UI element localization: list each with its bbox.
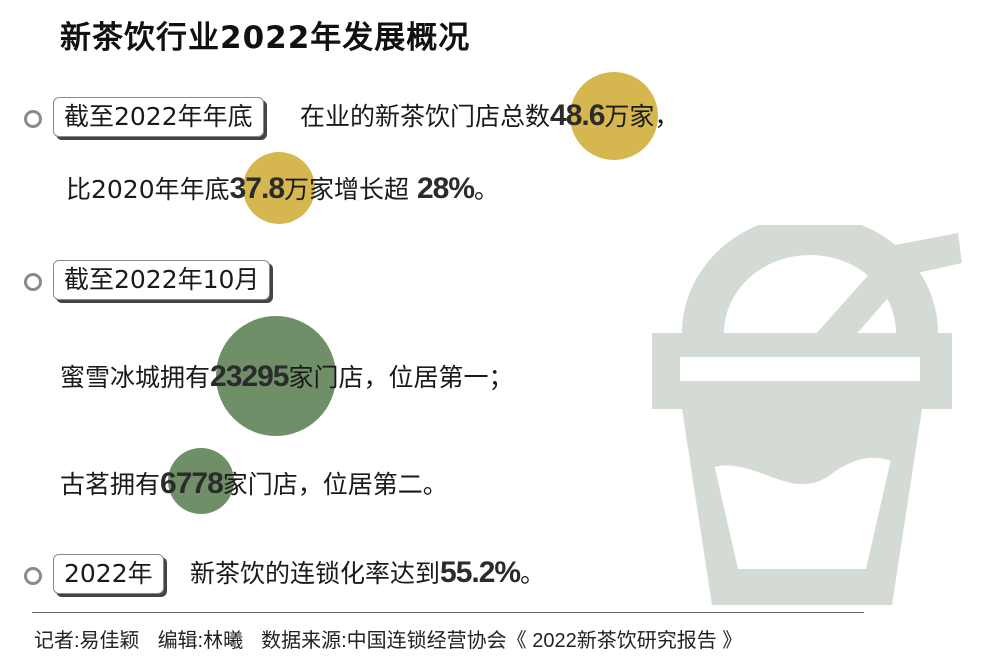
section2-line2-suffix: 家门店，位居第二。 — [222, 470, 448, 499]
section1-tag: 截至2022年年底 — [53, 97, 264, 137]
page-title: 新茶饮行业2022年发展概况 — [60, 20, 471, 56]
store-2020-number: 37.8 — [229, 172, 285, 205]
highlight-circle — [243, 152, 315, 224]
bubble-tea-cup-icon — [652, 225, 962, 605]
mixue-store-number: 23295 — [210, 360, 289, 393]
store-total-number: 48.6 — [550, 99, 605, 132]
highlight-circle — [168, 448, 234, 514]
section3-tag: 2022年 — [53, 554, 164, 594]
bullet-circle-icon — [24, 567, 42, 585]
guming-store-number: 6778 — [160, 467, 224, 500]
footer-editor: 编辑:林曦 — [157, 630, 244, 652]
chain-rate-percent: 55.2% — [440, 556, 521, 589]
section1-line2-prefix: 比2020年年底 — [66, 175, 230, 204]
highlight-circle — [216, 316, 336, 436]
section1-line1-suffix: 万家， — [604, 102, 680, 131]
section2-line1: 蜜雪冰城拥有23295家门店，位居第一； — [60, 358, 513, 397]
footer-divider — [32, 612, 864, 613]
section2-line1-prefix: 蜜雪冰城拥有 — [60, 363, 211, 392]
section3-line: 新茶饮的连锁化率达到55.2%。 — [190, 554, 545, 593]
section1-line1-text: 在业的新茶饮门店总数 — [300, 102, 551, 131]
section3-end: 。 — [520, 559, 546, 588]
section1-line1: 在业的新茶饮门店总数48.6万家， — [300, 97, 679, 136]
section1-line2-end: 。 — [474, 175, 500, 204]
section2-line2: 古茗拥有6778家门店，位居第二。 — [60, 465, 448, 504]
footer-reporter: 记者:易佳颖 — [34, 630, 140, 652]
section2-line1-suffix: 家门店，位居第一； — [288, 363, 514, 392]
section2-line2-prefix: 古茗拥有 — [60, 470, 161, 499]
footer-source: 数据来源:中国连锁经营协会《 2022新茶饮研究报告 》 — [261, 630, 743, 652]
growth-percent: 28% — [416, 172, 475, 205]
footer-credits: 记者:易佳颖 编辑:林曦 数据来源:中国连锁经营协会《 2022新茶饮研究报告 》 — [34, 624, 760, 653]
section2-tag: 截至2022年10月 — [53, 260, 271, 300]
bullet-circle-icon — [24, 273, 42, 291]
bullet-circle-icon — [24, 110, 42, 128]
section1-line2-mid: 万家增长超 — [284, 175, 410, 204]
section1-line2: 比2020年年底37.8万家增长超 28%。 — [66, 170, 499, 209]
section3-text: 新茶饮的连锁化率达到 — [190, 559, 441, 588]
highlight-circle — [570, 72, 658, 160]
